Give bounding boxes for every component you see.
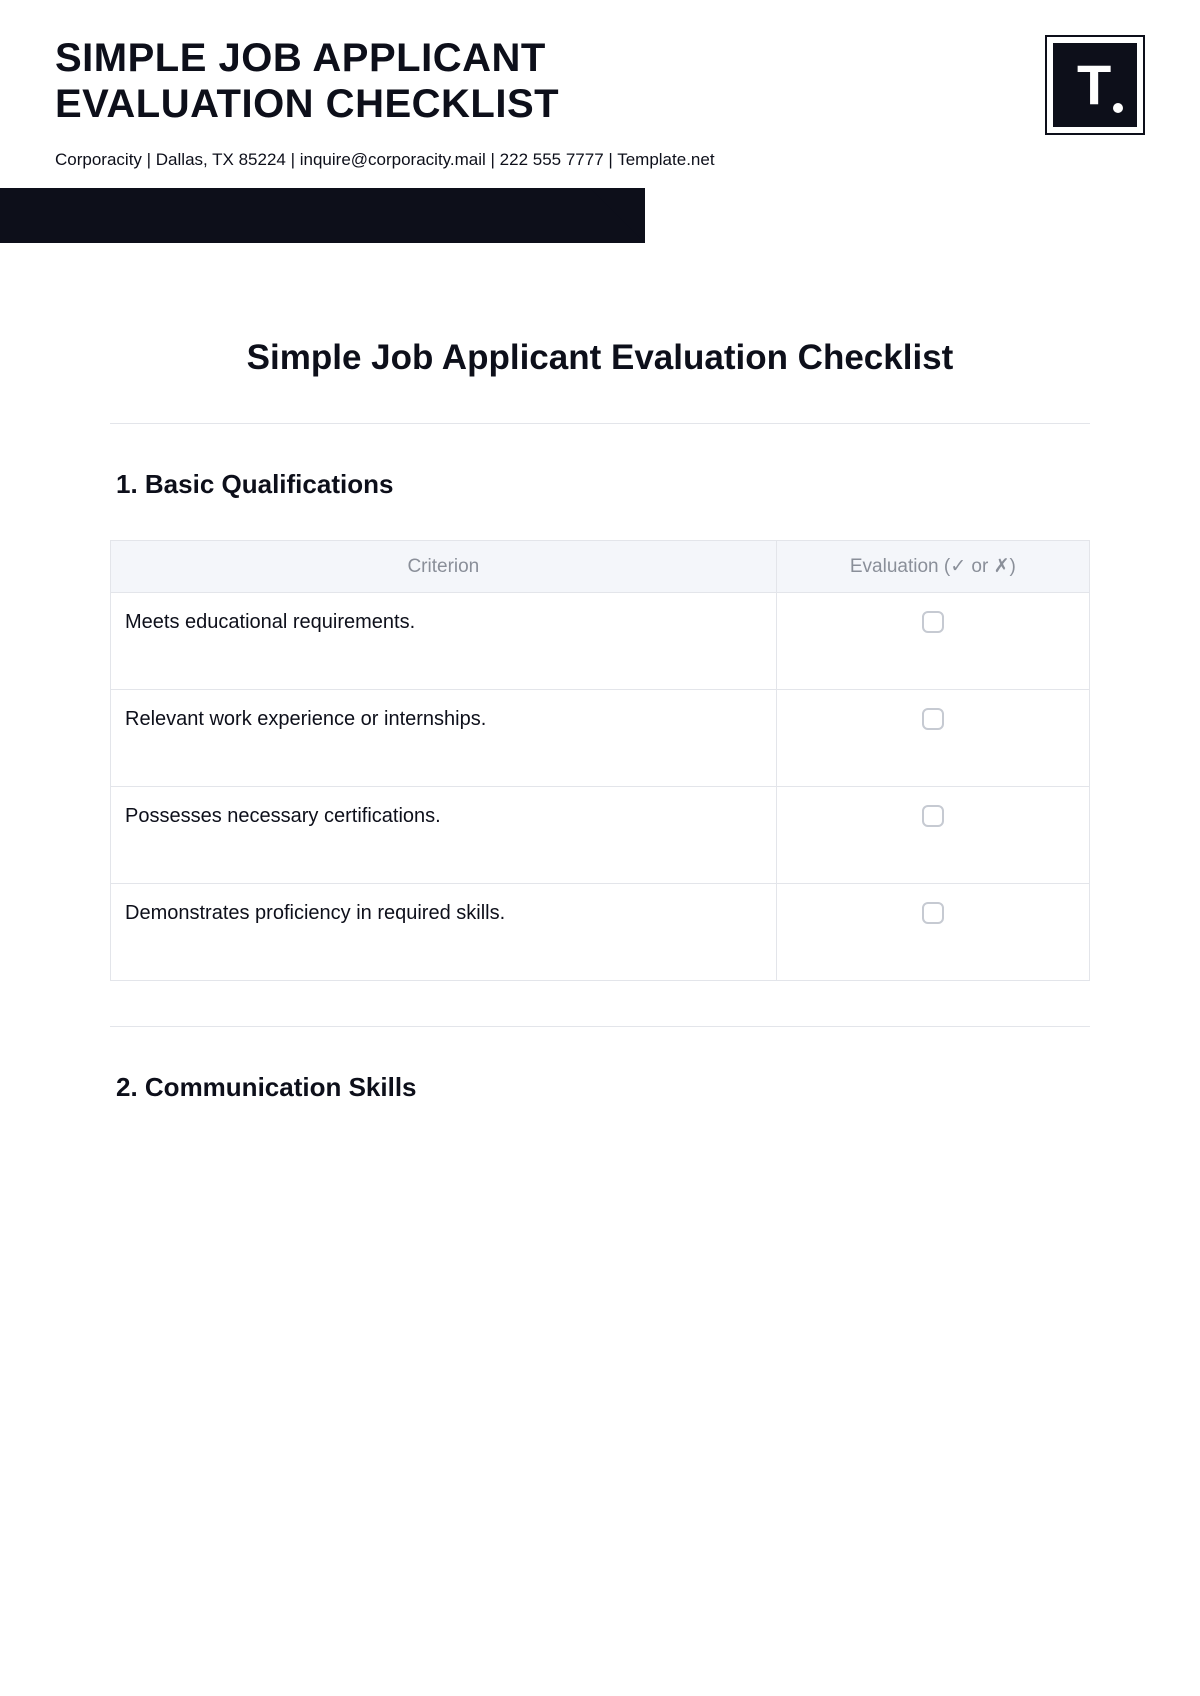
section-title-2: 2. Communication Skills xyxy=(116,1072,1090,1103)
section-title-1: 1. Basic Qualifications xyxy=(116,469,1090,500)
criterion-cell: Demonstrates proficiency in required ski… xyxy=(111,884,777,981)
decorative-bar xyxy=(0,188,1200,243)
subheader: Corporacity | Dallas, TX 85224 | inquire… xyxy=(0,150,1200,188)
content-area: Simple Job Applicant Evaluation Checklis… xyxy=(0,243,1200,1103)
evaluation-cell xyxy=(776,884,1089,981)
evaluation-cell xyxy=(776,787,1089,884)
logo-inner: T xyxy=(1053,43,1137,127)
logo-letter: T xyxy=(1077,57,1111,113)
table-header-row: Criterion Evaluation (✓ or ✗) xyxy=(111,541,1090,593)
criterion-cell: Meets educational requirements. xyxy=(111,593,777,690)
logo-dot-icon xyxy=(1113,103,1123,113)
divider xyxy=(110,423,1090,424)
table-row: Demonstrates proficiency in required ski… xyxy=(111,884,1090,981)
table-row: Meets educational requirements. xyxy=(111,593,1090,690)
th-criterion: Criterion xyxy=(111,541,777,593)
divider xyxy=(110,1026,1090,1027)
checkbox-icon[interactable] xyxy=(922,708,944,730)
evaluation-cell xyxy=(776,593,1089,690)
criterion-cell: Relevant work experience or internships. xyxy=(111,690,777,787)
logo: T xyxy=(1045,35,1145,135)
main-title-block: SIMPLE JOB APPLICANT EVALUATION CHECKLIS… xyxy=(55,35,559,127)
main-title-line1: SIMPLE JOB APPLICANT xyxy=(55,35,559,81)
checkbox-icon[interactable] xyxy=(922,611,944,633)
header-area: SIMPLE JOB APPLICANT EVALUATION CHECKLIS… xyxy=(0,0,1200,150)
evaluation-cell xyxy=(776,690,1089,787)
main-title-line2: EVALUATION CHECKLIST xyxy=(55,81,559,127)
checkbox-icon[interactable] xyxy=(922,805,944,827)
criterion-cell: Possesses necessary certifications. xyxy=(111,787,777,884)
th-evaluation: Evaluation (✓ or ✗) xyxy=(776,541,1089,593)
document-title: Simple Job Applicant Evaluation Checklis… xyxy=(110,338,1090,378)
checkbox-icon[interactable] xyxy=(922,902,944,924)
table-row: Relevant work experience or internships. xyxy=(111,690,1090,787)
table-row: Possesses necessary certifications. xyxy=(111,787,1090,884)
qualifications-table: Criterion Evaluation (✓ or ✗) Meets educ… xyxy=(110,540,1090,981)
